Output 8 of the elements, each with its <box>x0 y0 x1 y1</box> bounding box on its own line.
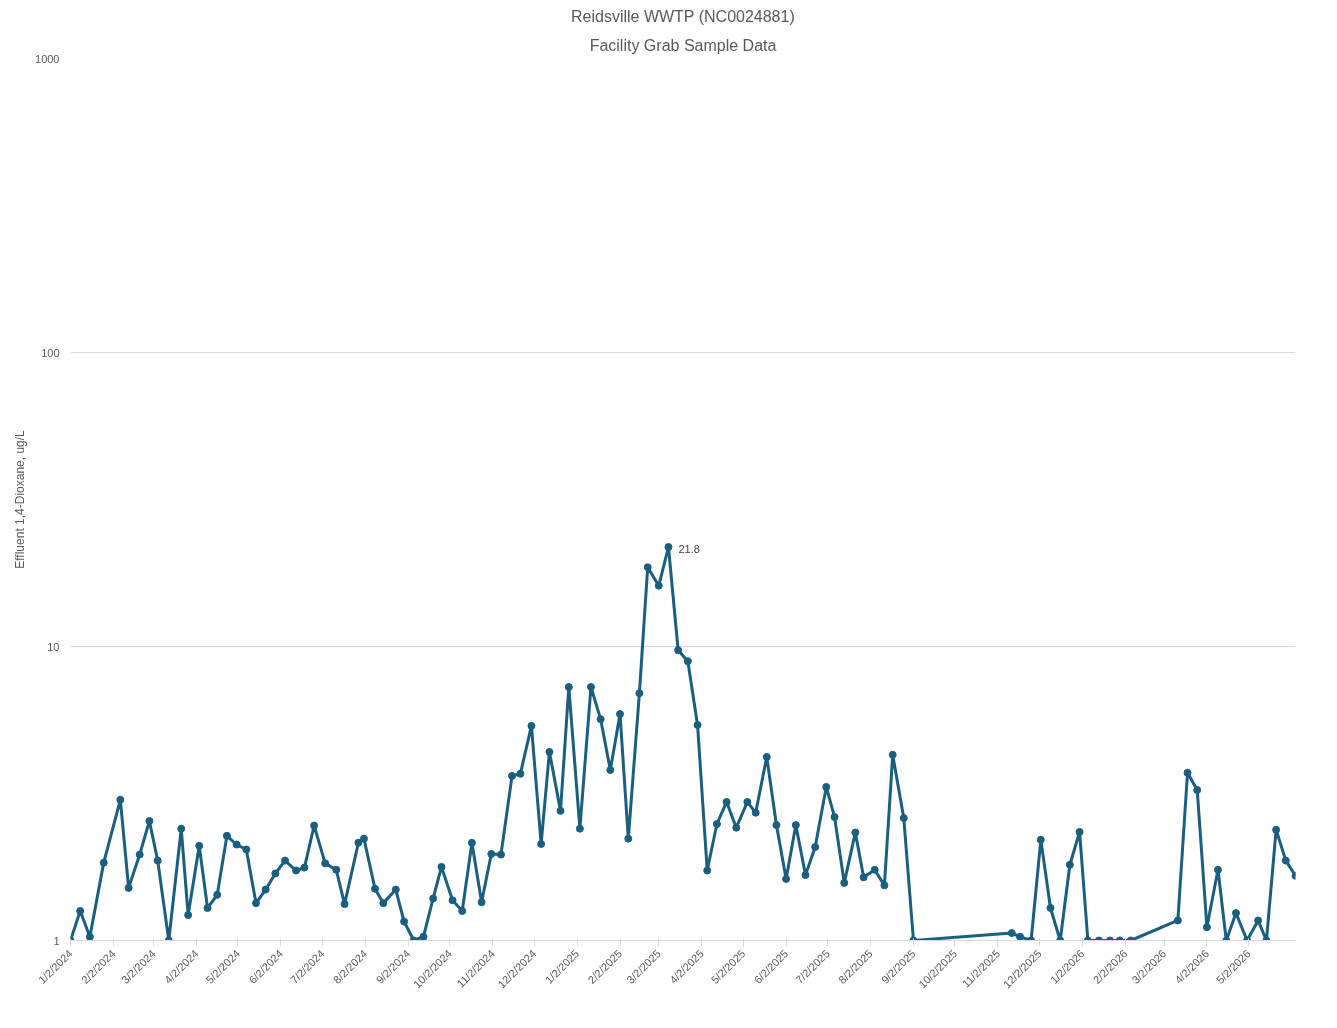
chart-subtitle: Facility Grab Sample Data <box>589 36 777 54</box>
chart-title: Reidsville WWTP (NC0024881) <box>570 7 795 25</box>
y-tick-label: 1000 <box>35 52 60 65</box>
y-axis-title: Effluent 1,4-Dioxane, ug/L <box>13 429 28 569</box>
y-tick-label: 10 <box>47 640 60 653</box>
y-tick-label: 100 <box>41 346 60 359</box>
annotation: 21.8 <box>678 542 700 555</box>
y-tick-label: 1 <box>53 934 60 947</box>
